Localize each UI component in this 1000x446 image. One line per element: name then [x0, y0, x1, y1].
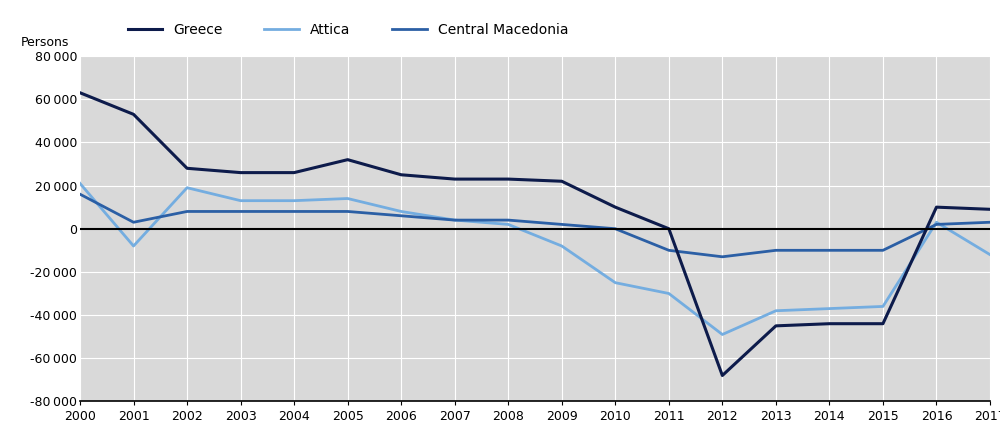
Attica: [235, 198, 247, 203]
Central Macedonia: [609, 226, 621, 231]
Greece: [716, 373, 728, 378]
Central Macedonia: [663, 248, 675, 253]
Attica: [984, 252, 996, 257]
Central Macedonia: [74, 191, 86, 197]
Text: Persons: Persons: [21, 36, 69, 49]
Attica: [128, 244, 140, 249]
Central Macedonia: [181, 209, 193, 214]
Attica: [930, 219, 942, 225]
Attica: [663, 291, 675, 296]
Central Macedonia: [395, 213, 407, 219]
Greece: [877, 321, 889, 326]
Greece: [74, 90, 86, 95]
Central Macedonia: [930, 222, 942, 227]
Central Macedonia: [342, 209, 354, 214]
Greece: [770, 323, 782, 329]
Central Macedonia: [877, 248, 889, 253]
Central Macedonia: [502, 217, 514, 223]
Attica: [502, 222, 514, 227]
Attica: [716, 332, 728, 337]
Greece: [181, 165, 193, 171]
Attica: [877, 304, 889, 309]
Greece: [663, 226, 675, 231]
Attica: [449, 217, 461, 223]
Central Macedonia: [716, 254, 728, 260]
Attica: [823, 306, 835, 311]
Greece: [823, 321, 835, 326]
Central Macedonia: [128, 219, 140, 225]
Greece: [930, 204, 942, 210]
Central Macedonia: [449, 217, 461, 223]
Greece: [449, 177, 461, 182]
Attica: [609, 280, 621, 285]
Legend: Greece, Attica, Central Macedonia: Greece, Attica, Central Macedonia: [123, 19, 573, 41]
Central Macedonia: [770, 248, 782, 253]
Line: Attica: Attica: [80, 183, 990, 334]
Greece: [395, 172, 407, 178]
Greece: [609, 204, 621, 210]
Greece: [128, 112, 140, 117]
Attica: [556, 244, 568, 249]
Attica: [288, 198, 300, 203]
Attica: [770, 308, 782, 314]
Attica: [342, 196, 354, 201]
Central Macedonia: [288, 209, 300, 214]
Line: Central Macedonia: Central Macedonia: [80, 194, 990, 257]
Central Macedonia: [556, 222, 568, 227]
Greece: [342, 157, 354, 162]
Greece: [556, 178, 568, 184]
Greece: [984, 206, 996, 212]
Attica: [395, 209, 407, 214]
Central Macedonia: [984, 219, 996, 225]
Central Macedonia: [823, 248, 835, 253]
Greece: [235, 170, 247, 175]
Attica: [181, 185, 193, 190]
Attica: [74, 181, 86, 186]
Greece: [288, 170, 300, 175]
Line: Greece: Greece: [80, 93, 990, 376]
Greece: [502, 177, 514, 182]
Central Macedonia: [235, 209, 247, 214]
